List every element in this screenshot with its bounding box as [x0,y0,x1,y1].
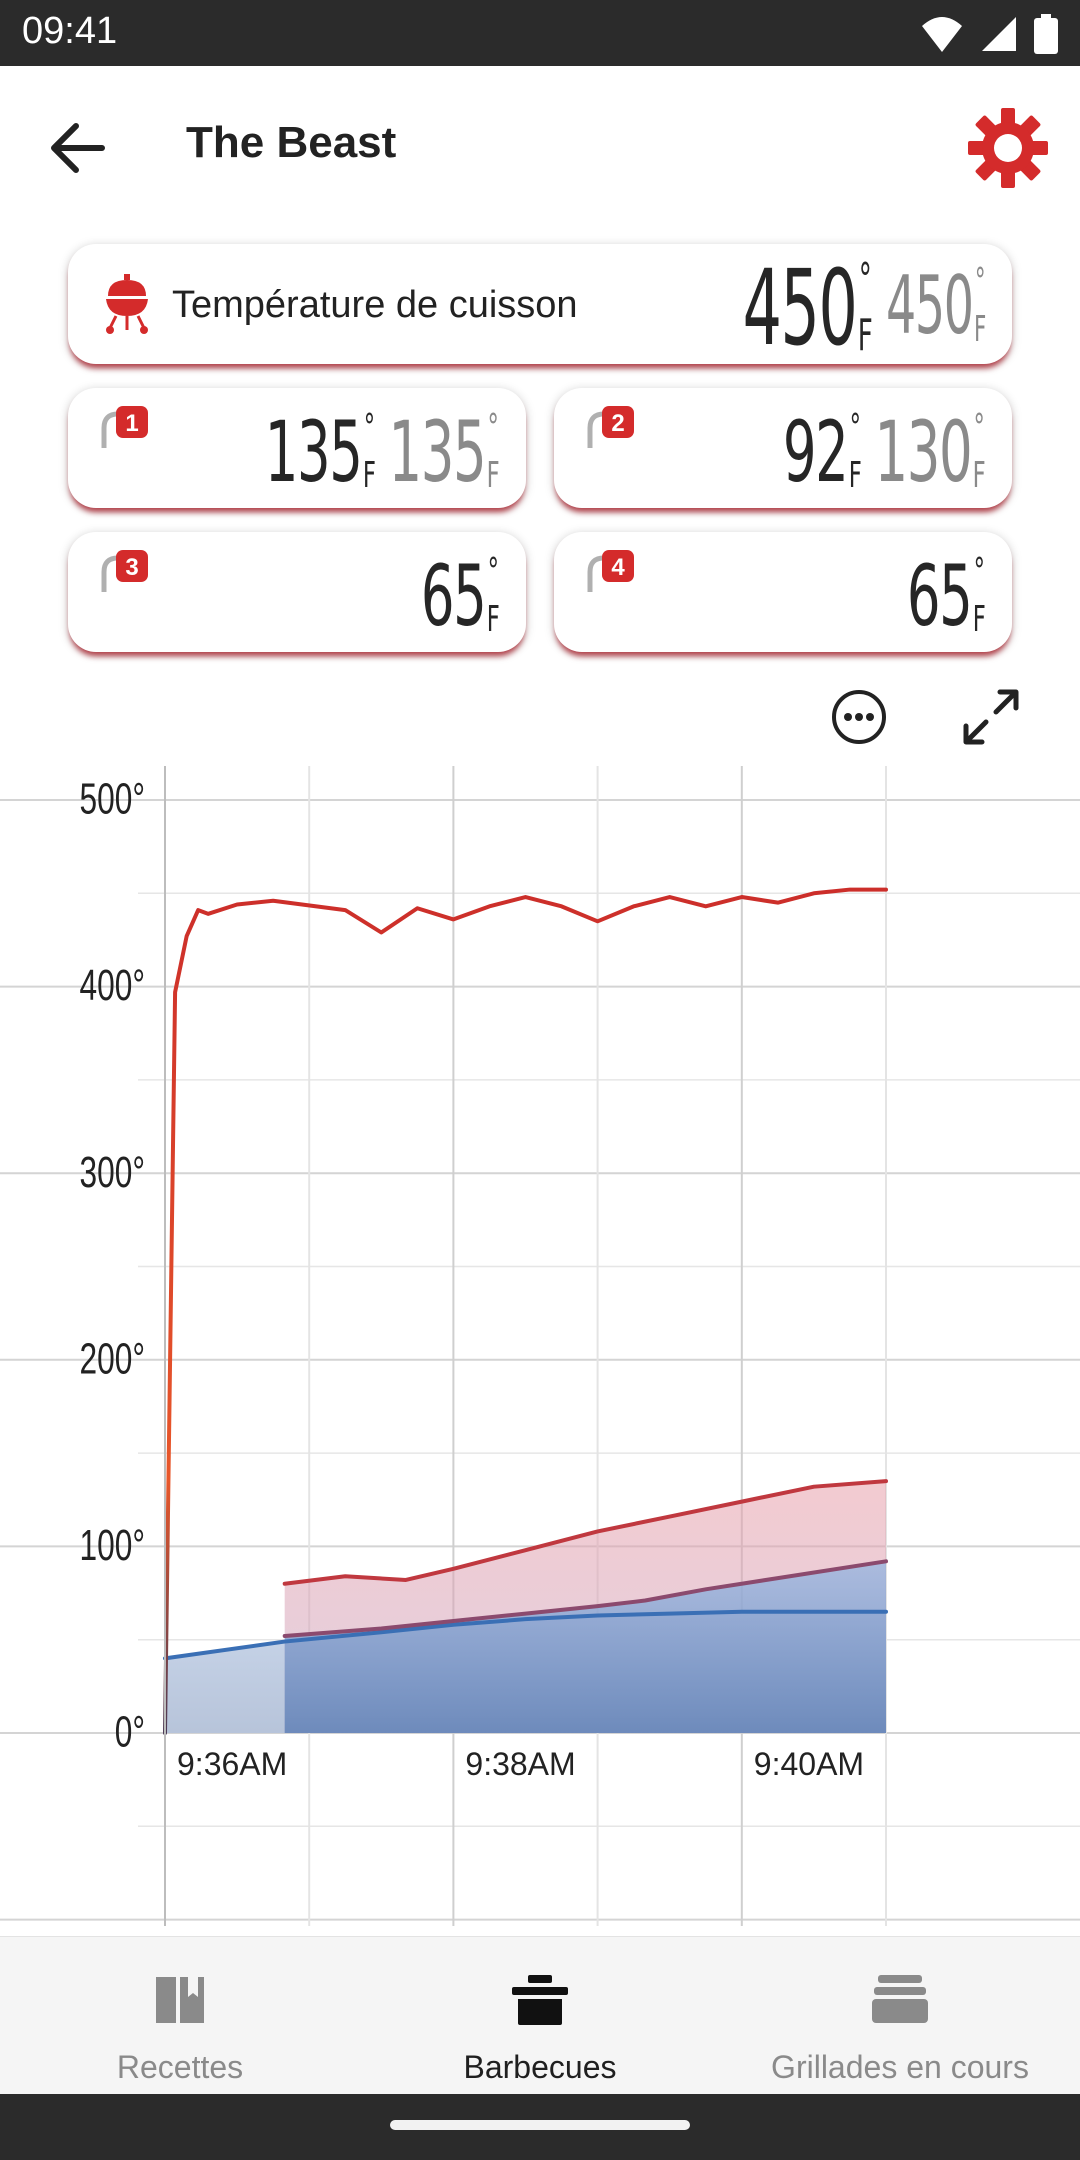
probe-4-icon: 4 [587,550,634,592]
app-bar: The Beast [0,66,1080,226]
status-icons [920,12,1058,56]
temperature-chart[interactable]: 500° 400° 300° 200° 100° 0° 9:36AM 9:38AM 9:40AM [0,766,1080,1936]
status-bar: 09:41 [0,0,1080,66]
cook-temperature-readout: 450 ° F 450 ° F [742,247,986,369]
y-tick-label: 0° [115,1708,145,1757]
home-handle[interactable] [390,2120,690,2130]
cook-current-unit: ° F [857,254,873,361]
probe-3-line [163,1609,888,1661]
settings-gear-icon[interactable] [966,106,1050,190]
nav-recettes-label: Recettes [116,2049,244,2085]
probe-1-line [282,1479,888,1586]
cook-temperature-card[interactable]: Température de cuisson 450 ° F 450 ° F [68,244,1012,364]
cook-target-temp: 450 [885,259,974,352]
cook-temperature-line [163,887,888,1735]
probe-card-2[interactable]: 2 92 ° F 130 ° F [554,388,1012,508]
signal-icon [982,17,1016,51]
system-navigation-bar [0,2094,1080,2160]
probe-3-current: 65 [421,547,487,645]
probe-2-area [284,1561,886,1733]
nav-recettes[interactable]: Recettes [0,1937,360,2095]
wifi-icon [922,17,962,52]
probe-4-current: 65 [907,547,973,645]
y-tick-label: 500° [79,775,145,824]
y-tick-label: 200° [79,1334,145,1383]
probe-1-icon: 1 [101,406,148,448]
x-tick-label: 9:40AM [754,1746,864,1782]
grill-icon [512,1975,568,2025]
probe-card-1[interactable]: 1 135 ° F 135 ° F [68,388,526,508]
more-options-icon[interactable] [826,684,892,750]
probe-2-current: 92 [783,403,849,501]
book-icon [156,1977,204,2023]
status-time: 09:41 [22,10,118,52]
y-tick-label: 400° [79,961,145,1010]
svg-text:3: 3 [125,554,138,581]
svg-text:2: 2 [611,410,624,437]
probe-2-line [282,1559,888,1638]
y-tick-label: 300° [79,1148,145,1197]
y-tick-label: 100° [79,1521,145,1570]
cook-temperature-label: Température de cuisson [172,284,578,326]
nav-grillades-label: Grillades en cours [771,2049,1029,2085]
probe-1-readout: 135 ° F 135 ° F [264,403,500,501]
svg-text:4: 4 [611,554,625,581]
cook-target-unit: ° F [973,261,986,350]
probe-2-icon: 2 [587,406,634,448]
svg-text:1: 1 [125,410,138,437]
page-title: The Beast [186,118,397,167]
probe-2-target: 130 [874,403,973,501]
x-tick-label: 9:38AM [465,1746,575,1782]
x-tick-label: 9:36AM [177,1746,287,1782]
probe-3-icon: 3 [101,550,148,592]
nav-grillades-en-cours[interactable]: Grillades en cours [720,1937,1080,2095]
probe-1-current: 135 [264,403,363,501]
nav-barbecues[interactable]: Barbecues [360,1937,720,2095]
back-arrow-icon[interactable] [40,110,116,186]
probe-1-target: 135 [388,403,487,501]
chart-toolbar [0,676,1080,766]
kettle-grill-icon [106,274,148,334]
bottom-navigation: Recettes Barbecues Grillades en cours [0,1936,1080,2095]
expand-fullscreen-icon[interactable] [958,684,1024,750]
probe-3-readout: 65 ° F [421,547,500,645]
cook-current-temp: 450 [742,247,857,369]
stack-icon [872,1975,928,2023]
battery-icon [1034,14,1058,54]
probe-4-readout: 65 ° F [907,547,986,645]
nav-barbecues-label: Barbecues [463,2049,617,2085]
probe-card-3[interactable]: 3 65 ° F [68,532,526,652]
probe-2-readout: 92 ° F 130 ° F [783,403,986,501]
probe-card-4[interactable]: 4 65 ° F [554,532,1012,652]
